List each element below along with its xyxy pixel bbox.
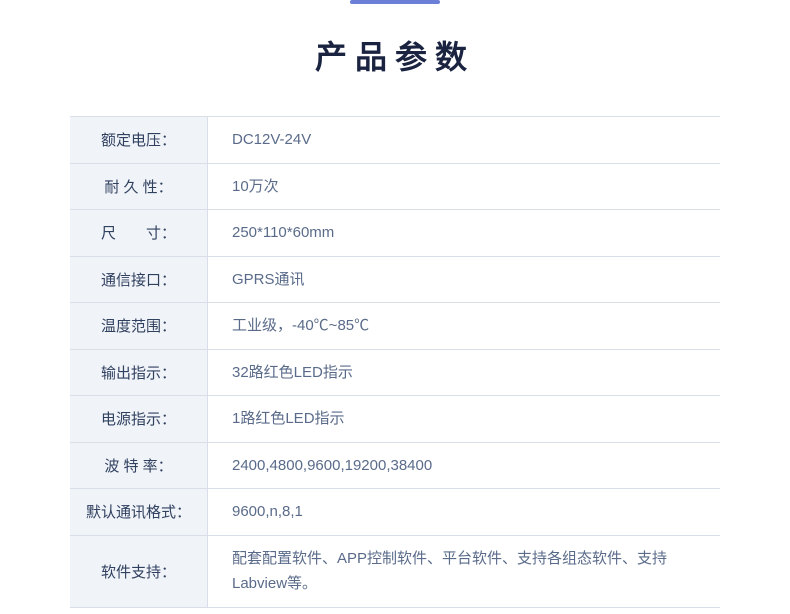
spec-row: 波 特 率：2400,4800,9600,19200,38400 bbox=[70, 443, 720, 490]
spec-row: 输出指示：32路红色LED指示 bbox=[70, 350, 720, 397]
spec-value: 工业级，-40℃~85℃ bbox=[208, 303, 720, 349]
spec-value: GPRS通讯 bbox=[208, 257, 720, 303]
spec-value: 250*110*60mm bbox=[208, 210, 720, 256]
page-title: 产品参数 bbox=[0, 32, 790, 78]
spec-label: 输出指示： bbox=[70, 350, 208, 396]
spec-label: 通信接口： bbox=[70, 257, 208, 303]
spec-label: 温度范围： bbox=[70, 303, 208, 349]
spec-value: DC12V-24V bbox=[208, 117, 720, 163]
spec-label: 耐 久 性： bbox=[70, 164, 208, 210]
spec-label: 额定电压： bbox=[70, 117, 208, 163]
top-accent-bar bbox=[350, 0, 440, 4]
spec-label: 尺 寸： bbox=[70, 210, 208, 256]
spec-row: 尺 寸：250*110*60mm bbox=[70, 210, 720, 257]
spec-row: 电源指示：1路红色LED指示 bbox=[70, 396, 720, 443]
spec-row: 额定电压：DC12V-24V bbox=[70, 117, 720, 164]
spec-row: 通信接口：GPRS通讯 bbox=[70, 257, 720, 304]
spec-value: 1路红色LED指示 bbox=[208, 396, 720, 442]
spec-label: 默认通讯格式： bbox=[70, 489, 208, 535]
spec-row: 温度范围：工业级，-40℃~85℃ bbox=[70, 303, 720, 350]
spec-label: 电源指示： bbox=[70, 396, 208, 442]
spec-value: 9600,n,8,1 bbox=[208, 489, 720, 535]
spec-value: 2400,4800,9600,19200,38400 bbox=[208, 443, 720, 489]
spec-row: 软件支持：配套配置软件、APP控制软件、平台软件、支持各组态软件、支持Labvi… bbox=[70, 536, 720, 608]
spec-row: 耐 久 性：10万次 bbox=[70, 164, 720, 211]
spec-value: 配套配置软件、APP控制软件、平台软件、支持各组态软件、支持Labview等。 bbox=[208, 536, 720, 607]
spec-value: 10万次 bbox=[208, 164, 720, 210]
spec-label: 软件支持： bbox=[70, 536, 208, 607]
spec-label: 波 特 率： bbox=[70, 443, 208, 489]
spec-row: 默认通讯格式：9600,n,8,1 bbox=[70, 489, 720, 536]
spec-table: 额定电压：DC12V-24V耐 久 性：10万次尺 寸：250*110*60mm… bbox=[70, 116, 720, 608]
spec-value: 32路红色LED指示 bbox=[208, 350, 720, 396]
